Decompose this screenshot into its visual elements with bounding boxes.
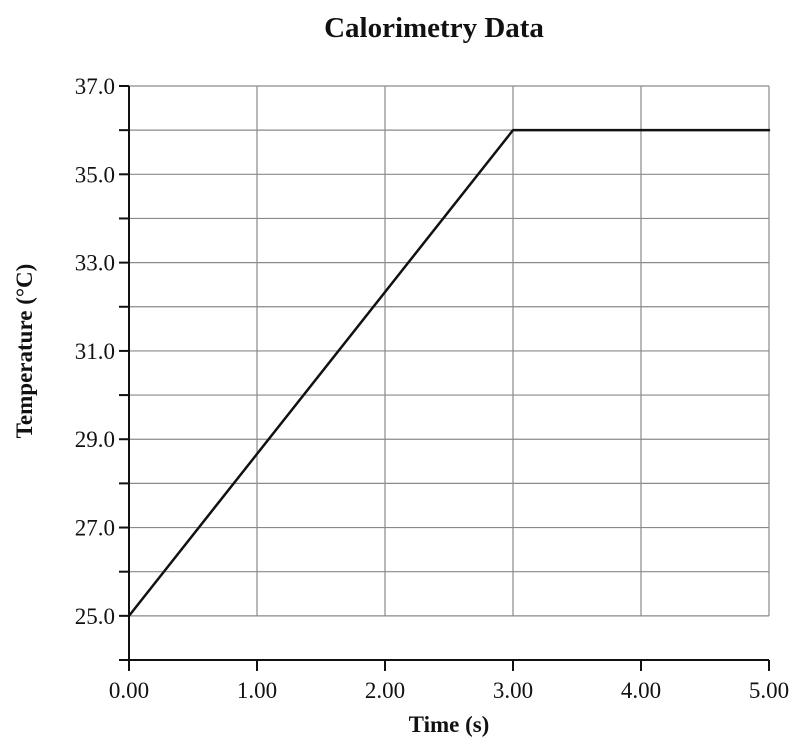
x-axis-title: Time (s) — [409, 712, 490, 737]
x-tick-label-4: 4.00 — [621, 678, 661, 703]
y-tick-label-5: 35.0 — [75, 162, 115, 187]
grid-layer — [129, 86, 769, 616]
label-layer: 0.00 1.00 2.00 3.00 4.00 5.00 25.0 27.0 29.0 31.0… — [75, 74, 789, 703]
x-tick-label-1: 1.00 — [237, 678, 277, 703]
x-tick-label-3: 3.00 — [493, 678, 533, 703]
y-tick-label-6: 37.0 — [75, 74, 115, 99]
y-tick-label-1: 27.0 — [75, 516, 115, 541]
y-tick-label-3: 31.0 — [75, 339, 115, 364]
x-tick-label-0: 0.00 — [109, 678, 149, 703]
x-tick-label-2: 2.00 — [365, 678, 405, 703]
y-tick-label-4: 33.0 — [75, 251, 115, 276]
chart-title: Calorimetry Data — [324, 12, 544, 44]
x-tick-label-5: 5.00 — [749, 678, 789, 703]
y-axis-title: Temperature (°C) — [12, 264, 37, 439]
y-tick-label-2: 29.0 — [75, 427, 115, 452]
y-tick-label-0: 25.0 — [75, 604, 115, 629]
temperature-line-series-0 — [129, 130, 769, 616]
series-layer — [129, 130, 769, 616]
